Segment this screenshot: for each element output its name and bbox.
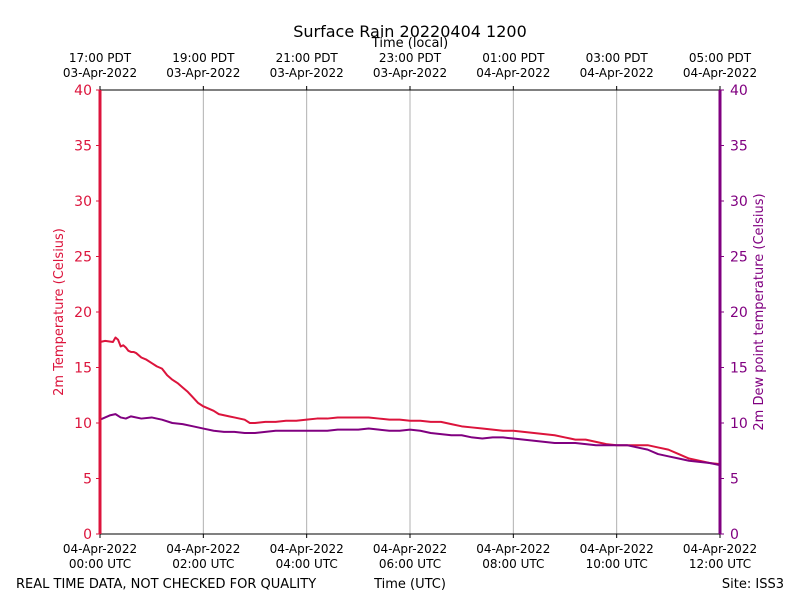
x-tick-time-local: 01:00 PDT [482, 51, 545, 65]
x-tick-label-bottom: 04-Apr-2022 10:00 UTC [580, 542, 654, 571]
x-tick-label-top: 05:00 PDT 04-Apr-2022 [683, 51, 757, 80]
x-tick-time: 02:00 UTC [172, 557, 234, 571]
x-tick-time: 08:00 UTC [482, 557, 544, 571]
x-tick-label-bottom: 04-Apr-2022 00:00 UTC [63, 542, 137, 571]
y-tick-label-right: 10 [730, 416, 748, 432]
x-tick-label-top: 03:00 PDT 04-Apr-2022 [580, 51, 654, 80]
x-tick-label-bottom: 04-Apr-2022 06:00 UTC [373, 542, 447, 571]
x-axis-label: Time (UTC) [373, 577, 446, 592]
y-tick-label-left: 30 [74, 194, 92, 210]
x-tick-date-local: 03-Apr-2022 [166, 66, 240, 80]
x-tick-time-local: 19:00 PDT [172, 51, 235, 65]
x-tick-date: 04-Apr-2022 [270, 542, 344, 556]
x-tick-label-bottom: 04-Apr-2022 04:00 UTC [270, 542, 344, 571]
y-tick-label-right: 0 [730, 527, 739, 543]
y-tick-label-left: 15 [74, 361, 92, 377]
y-tick-label-right: 20 [730, 305, 748, 321]
y-axis-label-left: 2m Temperature (Celsius) [52, 228, 67, 396]
y-tick-label-left: 5 [83, 472, 92, 488]
x-tick-time: 12:00 UTC [689, 557, 751, 571]
x-tick-date: 04-Apr-2022 [63, 542, 137, 556]
x-tick-date-local: 03-Apr-2022 [373, 66, 447, 80]
chart-title: Surface Rain 20220404 1200 [293, 22, 527, 41]
series-lines [99, 336, 721, 467]
x-tick-date-local: 03-Apr-2022 [270, 66, 344, 80]
y-tick-label-left: 20 [74, 305, 92, 321]
footer-site: Site: ISS3 [722, 577, 784, 592]
footer-disclaimer: REAL TIME DATA, NOT CHECKED FOR QUALITY [16, 577, 316, 592]
x-tick-label-bottom: 04-Apr-2022 12:00 UTC [683, 542, 757, 571]
x-tick-label-top: 19:00 PDT 03-Apr-2022 [166, 51, 240, 80]
y-tick-label-left: 25 [74, 250, 92, 266]
top-axis-label: Time (local) [371, 36, 448, 51]
series-line-temperature [99, 336, 721, 466]
y-tick-label-left: 10 [74, 416, 92, 432]
y-tick-label-right: 35 [730, 139, 748, 155]
x-tick-date-local: 04-Apr-2022 [683, 66, 757, 80]
x-tick-date: 04-Apr-2022 [683, 542, 757, 556]
series-line-dewpoint [99, 413, 721, 467]
x-tick-date-local: 03-Apr-2022 [63, 66, 137, 80]
x-tick-date: 04-Apr-2022 [373, 542, 447, 556]
x-tick-time: 10:00 UTC [586, 557, 648, 571]
grid-lines [202, 90, 618, 534]
x-tick-date: 04-Apr-2022 [476, 542, 550, 556]
y-tick-label-right: 25 [730, 250, 748, 266]
x-tick-time: 00:00 UTC [69, 557, 131, 571]
y-tick-label-right: 5 [730, 472, 739, 488]
x-tick-time-local: 17:00 PDT [69, 51, 132, 65]
y-tick-label-right: 15 [730, 361, 748, 377]
x-tick-label-top: 21:00 PDT 03-Apr-2022 [270, 51, 344, 80]
x-tick-date-local: 04-Apr-2022 [580, 66, 654, 80]
x-tick-time-local: 05:00 PDT [689, 51, 752, 65]
x-tick-date: 04-Apr-2022 [166, 542, 240, 556]
x-tick-label-bottom: 04-Apr-2022 02:00 UTC [166, 542, 240, 571]
x-tick-time-local: 03:00 PDT [586, 51, 649, 65]
x-tick-time-local: 21:00 PDT [276, 51, 339, 65]
y-tick-label-left: 35 [74, 139, 92, 155]
x-tick-label-top: 17:00 PDT 03-Apr-2022 [63, 51, 137, 80]
x-tick-date: 04-Apr-2022 [580, 542, 654, 556]
y-tick-label-right: 30 [730, 194, 748, 210]
x-tick-label-bottom: 04-Apr-2022 08:00 UTC [476, 542, 550, 571]
y-tick-label-right: 40 [730, 83, 748, 99]
y-axis-label-right: 2m Dew point temperature (Celsius) [752, 193, 767, 430]
x-tick-time: 06:00 UTC [379, 557, 441, 571]
y-tick-label-left: 0 [83, 527, 92, 543]
y-tick-label-left: 40 [74, 83, 92, 99]
x-tick-time: 04:00 UTC [276, 557, 338, 571]
x-tick-date-local: 04-Apr-2022 [476, 66, 550, 80]
x-tick-label-top: 23:00 PDT 03-Apr-2022 [373, 51, 447, 80]
x-tick-label-top: 01:00 PDT 04-Apr-2022 [476, 51, 550, 80]
x-tick-time-local: 23:00 PDT [379, 51, 442, 65]
